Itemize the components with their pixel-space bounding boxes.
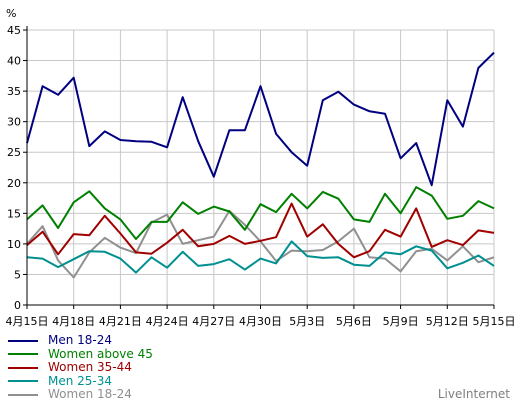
legend-label: Women 35-44 — [48, 360, 132, 375]
y-tick-label: 5 — [14, 268, 21, 281]
line-chart: % 0 5 10 15 20 25 30 35 40 45 4月15日 4月18日 4月21日 4月24… — [6, 7, 516, 328]
y-tick-label: 15 — [7, 207, 21, 220]
series-lines — [26, 51, 495, 279]
x-tick-label: 5月3日 — [289, 315, 325, 328]
legend-item-women-35-44: Women 35-44 — [8, 361, 153, 375]
x-tick-label: 4月15日 — [6, 315, 49, 328]
x-tick-label: 4月27日 — [192, 315, 235, 328]
watermark-liveinternet: LiveInternet — [437, 387, 510, 401]
y-tick-label: 20 — [7, 177, 21, 190]
y-tick-labels: 0 5 10 15 20 25 30 35 40 45 — [7, 24, 21, 312]
y-axis-unit: % — [6, 7, 16, 20]
series-line-men-18-24 — [26, 51, 495, 187]
y-tick-label: 35 — [7, 85, 21, 98]
series-line-women-above-45 — [26, 186, 495, 240]
legend-swatch — [8, 380, 38, 383]
y-tick-label: 30 — [7, 116, 21, 129]
y-tick-label: 40 — [7, 55, 21, 68]
legend-swatch — [8, 393, 38, 396]
x-tick-label: 4月21日 — [99, 315, 142, 328]
y-tick-label: 0 — [14, 299, 21, 312]
x-tick-label: 5月15日 — [473, 315, 516, 328]
series-line-women-35-44 — [26, 202, 495, 259]
legend-item-men-25-34: Men 25-34 — [8, 373, 153, 389]
gridlines — [26, 29, 495, 305]
legend: Men 18-24 Women above 45 Women 35-44 Men 25… — [8, 334, 153, 402]
y-tick-label: 45 — [7, 24, 21, 37]
y-tick-label: 10 — [7, 238, 21, 251]
legend-label: Women above 45 — [48, 346, 153, 361]
legend-label: Men 18-24 — [48, 333, 113, 348]
legend-item-men-18-24: Men 18-24 — [8, 334, 153, 348]
x-tick-label: 5月12日 — [426, 315, 469, 328]
legend-item-women-18-24: Women 18-24 — [8, 388, 153, 402]
legend-swatch — [8, 339, 38, 342]
legend-label: Men 25-34 — [48, 373, 113, 388]
legend-swatch — [8, 353, 38, 356]
axes — [23, 26, 495, 309]
legend-label: Women 18-24 — [48, 387, 132, 402]
x-tick-labels: 4月15日 4月18日 4月21日 4月24日 4月27日 4月30日 5月3日 5月6日 5月… — [6, 315, 516, 328]
x-tick-label: 5月9日 — [383, 315, 419, 328]
x-tick-label: 4月18日 — [52, 315, 95, 328]
x-tick-label: 5月6日 — [336, 315, 372, 328]
x-tick-label: 4月24日 — [146, 315, 189, 328]
x-tick-label: 4月30日 — [239, 315, 282, 328]
legend-item-women-above-45: Women above 45 — [8, 346, 153, 362]
legend-swatch — [8, 366, 38, 369]
series-line-men-25-34 — [26, 240, 495, 274]
y-tick-label: 25 — [7, 146, 21, 159]
